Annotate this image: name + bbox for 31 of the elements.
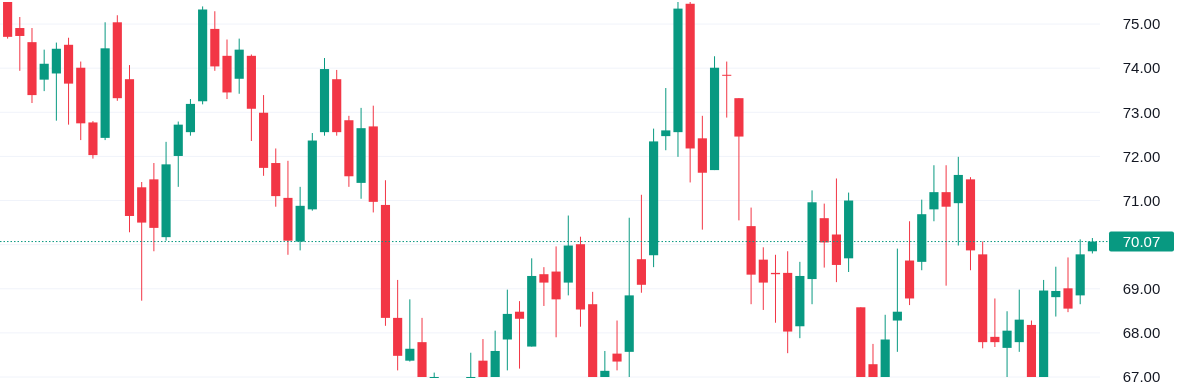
candlestick bbox=[661, 87, 671, 151]
candlestick bbox=[612, 320, 622, 371]
candlestick bbox=[539, 266, 549, 307]
y-tick-label: 74.00 bbox=[1122, 59, 1161, 77]
y-tick-label: 67.00 bbox=[1122, 368, 1161, 385]
candlestick bbox=[429, 372, 439, 378]
candlestick bbox=[1014, 289, 1024, 353]
candlestick bbox=[990, 297, 1000, 348]
candlestick bbox=[722, 61, 732, 119]
candlestick bbox=[1051, 266, 1061, 318]
y-tick-label: 73.00 bbox=[1122, 103, 1161, 121]
candlestick bbox=[868, 343, 878, 378]
candlestick bbox=[478, 338, 488, 378]
candlestick bbox=[892, 248, 902, 353]
candlestick bbox=[1063, 256, 1073, 313]
candlestick bbox=[941, 164, 951, 287]
ref-line-label: 70.07 bbox=[1122, 232, 1161, 250]
y-tick-label: 71.00 bbox=[1122, 191, 1161, 209]
y-tick-label: 69.00 bbox=[1122, 280, 1161, 298]
candlestick bbox=[758, 246, 768, 311]
y-tick-label: 72.00 bbox=[1122, 147, 1161, 165]
candlestick bbox=[929, 164, 939, 222]
candlestick bbox=[466, 352, 476, 378]
y-tick-label: 68.00 bbox=[1122, 324, 1161, 342]
y-tick-label: 75.00 bbox=[1122, 15, 1161, 33]
candlestick bbox=[405, 298, 415, 363]
candlestick bbox=[1002, 310, 1012, 378]
candlestick bbox=[15, 16, 25, 72]
candlestick bbox=[514, 300, 525, 370]
candlestick bbox=[39, 49, 49, 92]
candlestick bbox=[600, 350, 610, 378]
